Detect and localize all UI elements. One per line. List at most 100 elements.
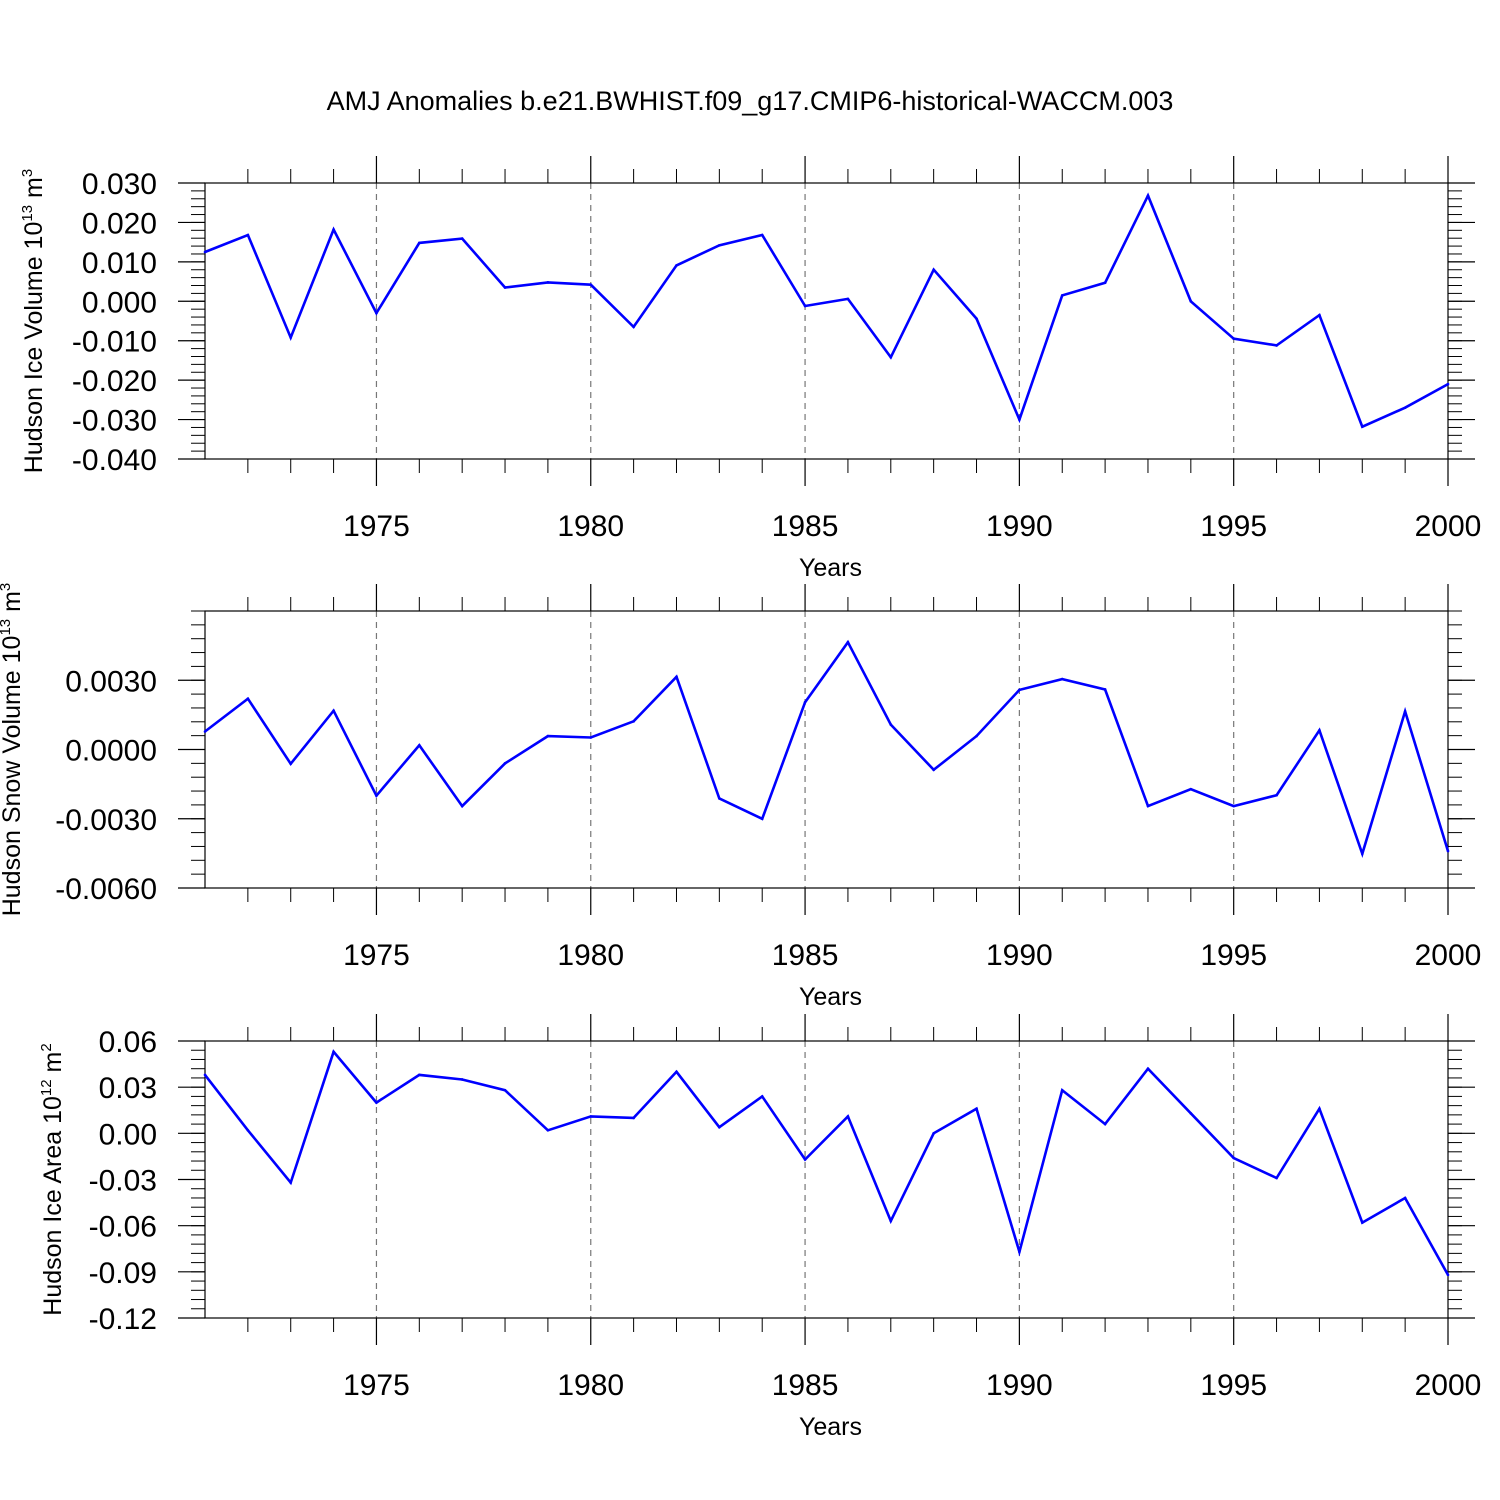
data-point: [203, 250, 207, 254]
data-point: [1275, 1176, 1278, 1180]
y-tick-label: -0.0030: [55, 804, 157, 837]
data-point: [1103, 281, 1107, 285]
data-point: [675, 675, 678, 679]
data-point: [803, 700, 807, 704]
y-tick-label: 0.00: [99, 1118, 157, 1151]
x-tick-label: 2000: [1415, 1369, 1482, 1402]
y-axis-label-exponent: 13: [0, 619, 14, 636]
x-axis-label: Years: [799, 554, 862, 582]
data-point: [718, 797, 721, 800]
data-point: [889, 355, 893, 359]
x-tick-label: 1985: [772, 939, 839, 972]
data-point: [803, 1158, 807, 1161]
data-point: [889, 723, 893, 726]
y-tick-label: -0.03: [89, 1165, 157, 1198]
data-point: [503, 762, 507, 765]
data-point: [846, 297, 850, 301]
data-point: [1189, 299, 1193, 303]
data-point: [503, 286, 507, 289]
data-point: [975, 734, 978, 738]
data-point: [589, 736, 593, 739]
y-axis-label-unit: m: [20, 177, 48, 205]
y-axis-label-text: Hudson Snow Volume 10: [0, 636, 26, 917]
data-point: [932, 1132, 935, 1135]
y-axis-label: Hudson Snow Volume 1013 m3: [0, 583, 26, 917]
y-axis-label-unit-exponent: 3: [19, 169, 36, 177]
data-point: [460, 237, 464, 240]
data-point: [1018, 688, 1021, 692]
y-axis-label: Hudson Ice Area 1012 m2: [38, 1043, 67, 1315]
series-line: [204, 639, 1450, 859]
x-tick-label: 1980: [557, 939, 624, 972]
ice-area-panel: 1975 1980 1985 1990 1995 2000 Years 0.06 0.03 0.0…: [38, 1014, 1481, 1441]
data-point: [632, 1116, 635, 1120]
y-tick-label: -0.06: [89, 1211, 157, 1244]
data-point: [246, 233, 250, 237]
x-tick-label: 1985: [772, 510, 839, 543]
data-point: [1446, 382, 1450, 386]
y-tick-label: 0.06: [99, 1026, 157, 1059]
data-point: [1275, 793, 1278, 797]
data-point: [760, 817, 764, 821]
y-axis-label-exponent: 13: [19, 205, 36, 222]
data-point: [289, 1181, 293, 1184]
data-point: [418, 1073, 421, 1077]
x-tick-label: 1995: [1200, 1369, 1267, 1402]
data-point: [1146, 804, 1150, 808]
y-axis-label: Hudson Ice Volume 1013 m3: [19, 169, 48, 473]
data-point: [1146, 1067, 1150, 1070]
data-point: [546, 734, 550, 738]
data-point: [546, 281, 550, 284]
data-point: [1446, 1273, 1450, 1277]
series-line: [204, 192, 1449, 429]
y-tick-label: -0.09: [89, 1257, 157, 1290]
data-point: [589, 1115, 593, 1118]
y-tick-label: 0.020: [82, 207, 157, 240]
data-point: [546, 1128, 550, 1132]
series-line: [203, 1049, 1450, 1276]
data-point: [1318, 729, 1321, 732]
figure-title: AMJ Anomalies b.e21.BWHIST.f09_g17.CMIP6…: [327, 86, 1174, 116]
data-point: [1060, 677, 1064, 681]
x-tick-label: 1990: [986, 1369, 1053, 1402]
plot-frame: [204, 610, 1449, 889]
plot-frame: [204, 182, 1449, 460]
data-point: [332, 1050, 335, 1054]
data-point: [718, 243, 721, 247]
y-tick-label: 0.030: [82, 168, 157, 201]
data-point: [1318, 313, 1321, 317]
data-point: [203, 730, 207, 733]
data-point: [1275, 344, 1278, 347]
data-point: [1446, 849, 1450, 853]
data-point: [1232, 1156, 1235, 1160]
data-point: [632, 720, 635, 723]
y-axis-label-unit: m: [39, 1052, 67, 1080]
data-point: [1403, 1196, 1407, 1200]
y-tick-label: -0.0060: [55, 873, 157, 906]
x-tick-label: 1975: [343, 1369, 410, 1402]
x-tick-label: 1990: [986, 939, 1053, 972]
data-point: [246, 697, 250, 701]
x-axis-label: Years: [799, 983, 862, 1011]
data-point: [1403, 710, 1407, 713]
data-point: [332, 709, 335, 713]
data-point: [375, 1101, 378, 1104]
data-point: [1232, 337, 1235, 341]
y-tick-label: 0.010: [82, 247, 157, 280]
data-point: [1403, 406, 1407, 410]
data-point: [1103, 688, 1107, 691]
y-tick-label: 0.0000: [65, 735, 157, 768]
data-point: [1360, 425, 1364, 428]
data-point: [803, 304, 807, 308]
y-tick-label: -0.12: [89, 1303, 157, 1336]
data-point: [1018, 1250, 1021, 1254]
y-axis-label-text: Hudson Ice Area 10: [39, 1096, 67, 1316]
x-tick-label: 1985: [772, 1369, 839, 1402]
data-point: [718, 1125, 721, 1129]
data-point: [760, 1095, 764, 1098]
data-point: [975, 1107, 978, 1111]
y-axis-label-exponent: 12: [38, 1079, 55, 1096]
x-tick-label: 1995: [1200, 510, 1267, 543]
y-tick-label: 0.000: [82, 286, 157, 319]
y-tick-label: -0.010: [72, 326, 157, 359]
